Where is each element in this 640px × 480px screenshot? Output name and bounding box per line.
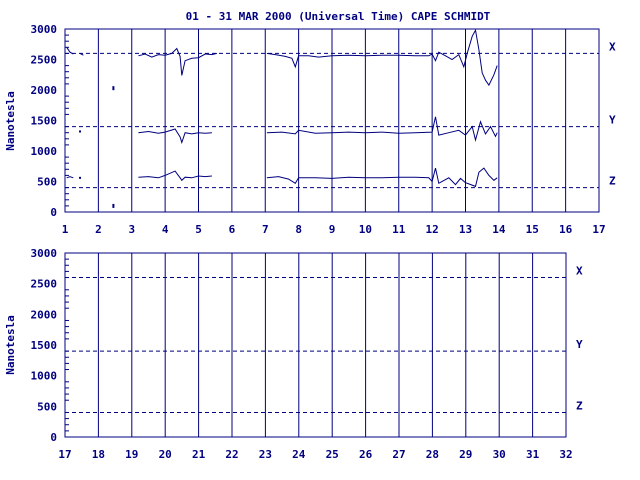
x-tick-label: 12 bbox=[426, 223, 439, 236]
x-tick-label: 7 bbox=[262, 223, 269, 236]
top-panel-y-axis-title: Nanotesla bbox=[4, 91, 17, 151]
x-tick-label: 19 bbox=[125, 448, 138, 461]
y-tick-label: 0 bbox=[50, 206, 57, 219]
x-tick-label: 2 bbox=[95, 223, 102, 236]
x-tick-label: 21 bbox=[192, 448, 206, 461]
x-tick-label: 17 bbox=[592, 223, 605, 236]
component-label-y: Y bbox=[576, 338, 583, 351]
x-tick-label: 25 bbox=[326, 448, 339, 461]
x-tick-label: 1 bbox=[62, 223, 69, 236]
bottom-panel-plot: 0 500 1000 1500 2000 2500 3000 17 18 19 20 21 22 23 24… bbox=[31, 247, 584, 461]
series-x-line bbox=[266, 28, 498, 87]
x-tick-label: 17 bbox=[58, 448, 71, 461]
x-tick-label: 11 bbox=[392, 223, 406, 236]
y-tick-label: 500 bbox=[37, 176, 57, 189]
series-x-line bbox=[66, 47, 74, 55]
x-tick-label: 30 bbox=[493, 448, 506, 461]
bottom-panel-y-axis-title: Nanotesla bbox=[4, 315, 17, 375]
series-z-line bbox=[266, 167, 498, 188]
series-y-line bbox=[138, 128, 212, 145]
x-tick-label: 27 bbox=[392, 448, 405, 461]
x-tick-label: 16 bbox=[559, 223, 573, 236]
y-tick-label: 3000 bbox=[31, 247, 58, 260]
stray-data-point bbox=[112, 86, 115, 91]
x-tick-label: 15 bbox=[526, 223, 539, 236]
component-label-x: X bbox=[576, 265, 583, 278]
chart-title: 01 - 31 MAR 2000 (Universal Time) CAPE S… bbox=[186, 10, 491, 23]
x-tick-label: 5 bbox=[195, 223, 202, 236]
x-tick-label: 20 bbox=[159, 448, 172, 461]
series-y-point bbox=[79, 130, 82, 133]
y-tick-label: 3000 bbox=[31, 23, 58, 36]
x-tick-label: 14 bbox=[492, 223, 506, 236]
series-z-point bbox=[79, 176, 82, 179]
x-tick-label: 24 bbox=[292, 448, 306, 461]
x-tick-label: 23 bbox=[259, 448, 272, 461]
y-tick-label: 1000 bbox=[31, 145, 58, 158]
component-label-x: X bbox=[609, 40, 616, 53]
series-x-line bbox=[138, 47, 218, 76]
x-tick-label: 26 bbox=[359, 448, 373, 461]
x-tick-label: 18 bbox=[92, 448, 105, 461]
component-label-z: Z bbox=[576, 399, 583, 412]
x-tick-label: 8 bbox=[295, 223, 302, 236]
x-tick-label: 10 bbox=[359, 223, 372, 236]
y-tick-label: 1000 bbox=[31, 370, 58, 383]
x-tick-label: 9 bbox=[329, 223, 336, 236]
y-tick-label: 500 bbox=[37, 400, 57, 413]
x-tick-label: 31 bbox=[526, 448, 540, 461]
y-tick-label: 1500 bbox=[31, 115, 58, 128]
x-tick-label: 3 bbox=[128, 223, 135, 236]
x-tick-label: 32 bbox=[559, 448, 572, 461]
plot-frame bbox=[64, 252, 567, 438]
y-tick-label: 2000 bbox=[31, 308, 58, 321]
x-tick-label: 6 bbox=[229, 223, 236, 236]
x-tick-label: 28 bbox=[426, 448, 439, 461]
component-label-z: Z bbox=[609, 175, 616, 188]
x-tick-label: 29 bbox=[459, 448, 472, 461]
y-tick-label: 2500 bbox=[31, 54, 58, 67]
x-tick-label: 22 bbox=[225, 448, 238, 461]
series-z-line bbox=[138, 170, 212, 182]
y-tick-label: 2000 bbox=[31, 84, 58, 97]
y-tick-label: 1500 bbox=[31, 339, 58, 352]
series-z-line bbox=[66, 176, 74, 179]
y-tick-label: 2500 bbox=[31, 278, 58, 291]
y-tick-label: 0 bbox=[50, 431, 57, 444]
x-tick-label: 4 bbox=[162, 223, 169, 236]
component-label-y: Y bbox=[609, 114, 616, 127]
series-x-line bbox=[79, 52, 84, 56]
stray-data-point bbox=[112, 203, 115, 208]
x-tick-label: 13 bbox=[459, 223, 472, 236]
series-y-line bbox=[266, 116, 498, 142]
